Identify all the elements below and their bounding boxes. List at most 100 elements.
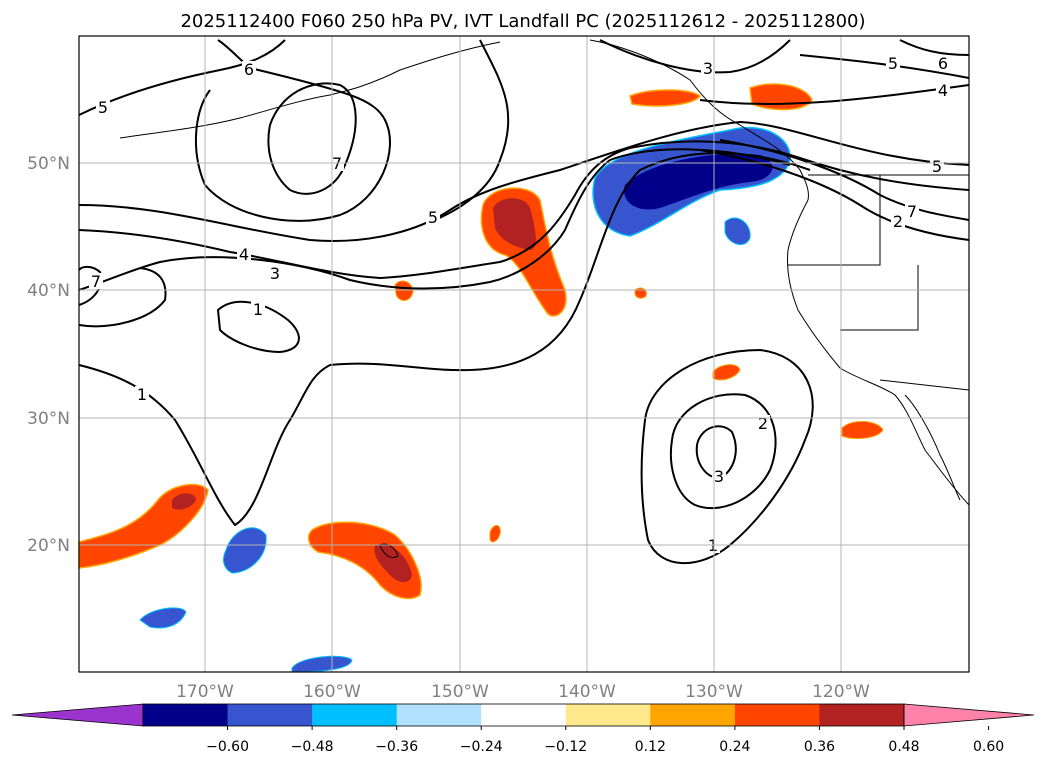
contour-label: 2 bbox=[758, 414, 768, 433]
contour-label: 6 bbox=[244, 60, 254, 79]
colorbar-tick-label: −0.12 bbox=[544, 739, 587, 755]
colorbar-tick-label: 0.24 bbox=[719, 739, 750, 755]
x-tick-label: 150°W bbox=[431, 682, 489, 702]
contour-1-outer bbox=[78, 152, 811, 527]
colorbar-segment bbox=[819, 704, 905, 726]
coast-aleutians bbox=[119, 41, 501, 139]
contour-label: 5 bbox=[428, 208, 438, 227]
colorbar-tick-label: 0.60 bbox=[973, 739, 1004, 755]
contour-left-edge bbox=[78, 265, 103, 306]
coast-west-us bbox=[787, 199, 970, 506]
x-tick-label: 140°W bbox=[558, 682, 616, 702]
contour-label: 3 bbox=[270, 264, 280, 283]
negative-anomaly-small-1 bbox=[724, 217, 751, 246]
colorbar-outline bbox=[142, 703, 905, 727]
contour-5 bbox=[78, 120, 970, 242]
positive-anomaly-gulf-core bbox=[493, 198, 536, 250]
contour-label: 3 bbox=[714, 467, 724, 486]
positive-anomaly-hawaii-core bbox=[374, 544, 412, 583]
contour-label: 1 bbox=[253, 300, 263, 319]
colorbar-extend-low bbox=[11, 703, 144, 727]
contour-label: 7 bbox=[907, 202, 917, 221]
border-mex-us bbox=[879, 379, 970, 391]
colorbar-segment bbox=[565, 704, 651, 726]
x-tick-label: 170°W bbox=[176, 682, 234, 702]
colorbar-tick-label: −0.60 bbox=[206, 739, 249, 755]
map-panel: 6 5 7 5 4 3 1 1 7 3 6 5 4 5 7 2 2 3 1 bbox=[78, 35, 970, 673]
colorbar-extend-high bbox=[903, 703, 1035, 727]
x-tick-label: 130°W bbox=[685, 682, 743, 702]
negative-anomaly-south bbox=[139, 607, 187, 629]
colorbar-segment bbox=[312, 704, 398, 726]
colorbar-segment bbox=[481, 704, 567, 726]
negative-anomaly-hawaii-west bbox=[223, 527, 267, 574]
y-tick-label: 50°N bbox=[27, 154, 70, 174]
colorbar-segment bbox=[734, 704, 820, 726]
colorbar-tick-label: 0.12 bbox=[635, 739, 666, 755]
contour-2-low bbox=[669, 393, 777, 510]
colorbar-tick-label: −0.48 bbox=[291, 739, 334, 755]
contour-4-ne bbox=[699, 84, 970, 106]
map-frame bbox=[78, 35, 970, 673]
colorbar-tick-label: 0.48 bbox=[888, 739, 919, 755]
y-axis-ticks: 50°N 40°N 30°N 20°N bbox=[27, 154, 70, 556]
pv-contours bbox=[78, 39, 970, 565]
positive-anomaly-hawaii bbox=[307, 521, 422, 600]
colorbar: −0.60 −0.48 −0.36 −0.24 −0.12 0.12 0.24 0.36 0.4… bbox=[11, 703, 1035, 755]
coast-hawaii-islands bbox=[379, 543, 399, 559]
x-tick-label: 160°W bbox=[303, 682, 361, 702]
colorbar-segment bbox=[650, 704, 736, 726]
pv-contour-labels: 6 5 7 5 4 3 1 1 7 3 6 5 4 5 7 2 2 3 1 bbox=[89, 54, 950, 555]
positive-anomaly-small-20n bbox=[489, 525, 501, 543]
positive-anomaly-small-40n bbox=[394, 280, 414, 301]
contour-3 bbox=[78, 148, 791, 291]
positive-anomaly-north-1 bbox=[629, 89, 702, 107]
positive-anomaly-southwest-core bbox=[172, 493, 196, 510]
y-tick-label: 40°N bbox=[27, 281, 70, 301]
colorbar-segment bbox=[143, 704, 229, 726]
contour-3-low bbox=[695, 425, 737, 480]
contour-2-coast bbox=[699, 149, 970, 241]
contour-1-low bbox=[640, 348, 814, 565]
negative-anomaly-core bbox=[624, 153, 773, 210]
contour-6-ne bbox=[899, 39, 970, 56]
gridlines bbox=[79, 36, 969, 672]
chart-title: 2025112400 F060 250 hPa PV, IVT Landfall… bbox=[180, 11, 865, 32]
coast-baja bbox=[904, 394, 961, 501]
state-border-3 bbox=[840, 265, 919, 331]
contour-upper-ridge bbox=[429, 39, 510, 223]
contour-label: 6 bbox=[938, 54, 948, 73]
contour-label: 2 bbox=[893, 212, 903, 231]
colorbar-tick-label: 0.36 bbox=[804, 739, 835, 755]
positive-anomaly-baja bbox=[841, 421, 884, 439]
contour-label: 5 bbox=[932, 157, 942, 176]
contour-label: 4 bbox=[938, 81, 948, 100]
positive-anomaly-small-38n bbox=[634, 287, 647, 299]
x-axis-ticks: 170°W 160°W 150°W 140°W 130°W 120°W bbox=[176, 682, 870, 702]
positive-anomaly-small-33n bbox=[712, 364, 741, 381]
coastlines bbox=[119, 39, 970, 559]
state-border-2 bbox=[788, 175, 881, 266]
x-tick-label: 120°W bbox=[812, 682, 870, 702]
colorbar-tick-label: −0.36 bbox=[375, 739, 418, 755]
colorbar-segments bbox=[143, 704, 905, 726]
y-tick-label: 20°N bbox=[27, 536, 70, 556]
contour-5-north bbox=[78, 39, 286, 116]
contour-label: 7 bbox=[91, 272, 101, 291]
colorbar-segment bbox=[227, 704, 313, 726]
colorbar-tick-label: −0.24 bbox=[460, 739, 503, 755]
contour-left-edge-2 bbox=[78, 267, 167, 328]
contour-1-cell bbox=[216, 300, 300, 354]
contour-label: 5 bbox=[98, 98, 108, 117]
contour-label: 4 bbox=[239, 245, 249, 264]
contour-label: 3 bbox=[703, 59, 713, 78]
colorbar-segment bbox=[396, 704, 482, 726]
contour-5-ne bbox=[799, 54, 970, 79]
colorbar-ticks: −0.60 −0.48 −0.36 −0.24 −0.12 0.12 0.24 0.36 0.4… bbox=[206, 726, 1004, 755]
contour-label: 1 bbox=[137, 385, 147, 404]
contour-label: 5 bbox=[888, 54, 898, 73]
map-background bbox=[79, 36, 969, 672]
contour-7-coast bbox=[719, 139, 970, 221]
contour-7-cell bbox=[267, 82, 357, 195]
